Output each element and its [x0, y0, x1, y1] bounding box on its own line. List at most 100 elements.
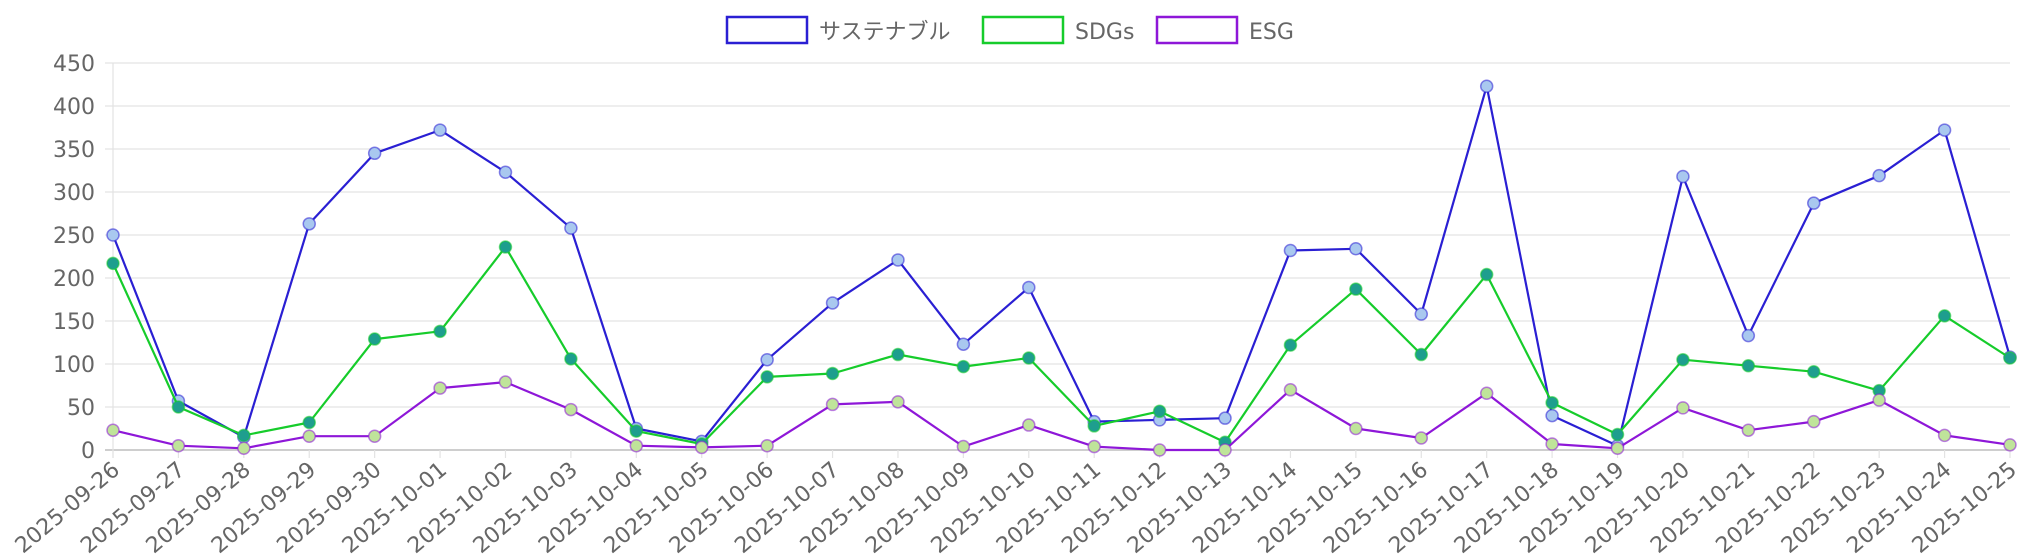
- data-point[interactable]: [1283, 338, 1298, 352]
- y-tick-label: 350: [53, 138, 95, 163]
- data-point[interactable]: [956, 337, 971, 351]
- data-point[interactable]: [694, 440, 709, 455]
- legend[interactable]: サステナブル SDGs ESG: [725, 15, 1294, 45]
- data-point[interactable]: [629, 438, 644, 453]
- data-point[interactable]: [956, 439, 971, 454]
- data-point[interactable]: [1676, 352, 1690, 367]
- data-point[interactable]: [1479, 267, 1494, 282]
- data-point[interactable]: [433, 123, 447, 137]
- data-point[interactable]: [1479, 386, 1494, 400]
- data-point[interactable]: [498, 375, 513, 389]
- data-point[interactable]: [1283, 243, 1298, 258]
- data-point[interactable]: [498, 165, 513, 179]
- data-point[interactable]: [1872, 393, 1886, 407]
- legend-label: SDGs: [1075, 20, 1134, 45]
- data-point[interactable]: [825, 296, 840, 310]
- data-point[interactable]: [106, 423, 120, 437]
- series-line: [112, 381, 2011, 452]
- data-point[interactable]: [825, 366, 840, 381]
- data-point[interactable]: [564, 402, 578, 417]
- data-point[interactable]: [1610, 427, 1625, 442]
- data-point[interactable]: [171, 438, 186, 453]
- data-point[interactable]: [1872, 168, 1886, 183]
- y-tick-label: 100: [53, 353, 95, 378]
- data-point[interactable]: [891, 253, 905, 267]
- data-point[interactable]: [1807, 196, 1821, 210]
- data-point[interactable]: [433, 324, 447, 339]
- series-line: [111, 245, 2011, 446]
- data-point[interactable]: [1807, 414, 1821, 429]
- data-point[interactable]: [1349, 242, 1363, 256]
- data-point[interactable]: [2003, 438, 2017, 452]
- legend-label: サステナブル: [819, 20, 951, 45]
- data-point[interactable]: [1676, 169, 1690, 184]
- data-point[interactable]: [1937, 123, 1952, 137]
- data-point[interactable]: [891, 395, 905, 409]
- data-point[interactable]: [302, 429, 316, 443]
- data-point[interactable]: [1414, 307, 1429, 321]
- data-point[interactable]: [956, 359, 971, 374]
- legend-item[interactable]: SDGs: [981, 15, 1134, 45]
- data-point[interactable]: [433, 381, 447, 395]
- data-point[interactable]: [1414, 431, 1429, 445]
- legend-swatch: [981, 15, 1065, 45]
- series-lines: [106, 79, 2017, 457]
- y-tick-label: 250: [53, 224, 95, 249]
- data-point[interactable]: [498, 240, 513, 254]
- data-point[interactable]: [1414, 347, 1429, 362]
- data-point[interactable]: [1545, 408, 1559, 423]
- data-point[interactable]: [1741, 328, 1756, 343]
- data-point[interactable]: [367, 429, 382, 443]
- series-line: [111, 85, 2012, 447]
- data-point[interactable]: [891, 347, 905, 362]
- y-tick-label: 400: [53, 95, 95, 120]
- data-point[interactable]: [1218, 443, 1232, 457]
- data-point[interactable]: [825, 397, 840, 412]
- data-point[interactable]: [760, 438, 774, 453]
- series-2: [106, 375, 2017, 457]
- data-point[interactable]: [1283, 383, 1298, 397]
- data-point[interactable]: [1349, 421, 1363, 436]
- data-point[interactable]: [1022, 418, 1036, 432]
- data-point[interactable]: [564, 352, 578, 366]
- data-point[interactable]: [1937, 428, 1952, 443]
- data-point[interactable]: [1807, 364, 1821, 379]
- data-point[interactable]: [367, 332, 382, 346]
- data-point[interactable]: [1610, 441, 1625, 456]
- y-tick-label: 300: [53, 181, 95, 206]
- data-point[interactable]: [302, 217, 316, 231]
- data-point[interactable]: [760, 370, 774, 384]
- data-point[interactable]: [237, 441, 251, 456]
- data-point[interactable]: [1152, 404, 1167, 419]
- data-point[interactable]: [1022, 280, 1036, 295]
- legend-item[interactable]: ESG: [1155, 15, 1294, 45]
- data-point[interactable]: [1087, 419, 1101, 433]
- data-point[interactable]: [106, 256, 120, 271]
- series-0: [106, 79, 2017, 453]
- data-point[interactable]: [760, 352, 774, 367]
- data-point[interactable]: [367, 146, 382, 161]
- data-point[interactable]: [564, 221, 578, 235]
- data-point[interactable]: [1087, 439, 1101, 454]
- data-point[interactable]: [1741, 358, 1756, 373]
- data-point[interactable]: [1545, 395, 1559, 410]
- data-point[interactable]: [629, 424, 644, 438]
- data-point[interactable]: [1218, 411, 1232, 425]
- data-point[interactable]: [1349, 282, 1363, 296]
- data-point[interactable]: [106, 228, 120, 242]
- data-point[interactable]: [1676, 401, 1690, 415]
- data-point[interactable]: [1479, 79, 1494, 93]
- y-tick-label: 150: [53, 310, 95, 335]
- y-tick-label: 50: [67, 396, 95, 421]
- legend-item[interactable]: サステナブル: [725, 15, 951, 45]
- data-point[interactable]: [1545, 437, 1559, 451]
- data-point[interactable]: [1937, 309, 1952, 323]
- data-point[interactable]: [2003, 351, 2017, 365]
- y-axis-ticks: 0 50 100 150 200 250 300 350 400 450: [53, 52, 95, 464]
- data-point[interactable]: [171, 400, 186, 414]
- data-point[interactable]: [302, 415, 316, 430]
- data-point[interactable]: [1741, 423, 1756, 437]
- data-point[interactable]: [1152, 443, 1167, 457]
- data-point[interactable]: [237, 428, 251, 443]
- data-point[interactable]: [1022, 351, 1036, 365]
